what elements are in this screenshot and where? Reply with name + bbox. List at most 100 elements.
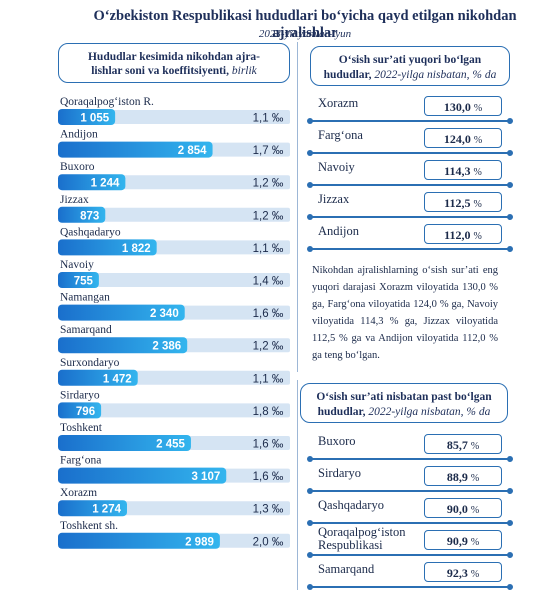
low-growth-row: Qoraqalpog‘iston Respublikasi 90,9 % [307, 526, 513, 558]
top-growth-value-box: 114,3 % [424, 160, 502, 180]
coefficient-label: 1,4 ‰ [253, 276, 284, 288]
category-label: Surxondaryo [60, 357, 120, 369]
bar [58, 467, 227, 484]
top-growth-header: O‘sish sur’ati yuqori bo‘lgan hududlar, … [310, 46, 510, 86]
low-growth-value: 85,7 [446, 438, 471, 452]
low-growth-row: Sirdaryo 88,9 % [307, 462, 513, 494]
low-growth-underline [307, 456, 513, 462]
bar-track [58, 273, 290, 287]
bar-track [58, 403, 290, 418]
top-growth-underline [307, 182, 513, 188]
bar-track [58, 207, 290, 222]
low-growth-value: 90,9 [446, 534, 471, 548]
top-header-unit: 2022-yilga nisbatan, % da [374, 69, 497, 81]
bar-track [58, 110, 290, 124]
category-label: Toshkent sh. [60, 520, 118, 532]
bar-value-label: 1 055 [80, 113, 109, 125]
bar-value-label: 1 274 [92, 504, 121, 516]
bar [58, 141, 213, 158]
coefficient-label: 1,6 ‰ [253, 471, 284, 483]
category-label: Andijon [60, 129, 98, 141]
bar-value-label: 2 989 [185, 536, 214, 548]
bar-value-label: 1 244 [91, 178, 120, 190]
low-growth-value: 88,9 [446, 470, 471, 484]
coefficient-label: 1,2 ‰ [253, 210, 284, 222]
top-growth-underline [307, 214, 513, 220]
coefficient-label: 1,6 ‰ [253, 439, 284, 451]
top-growth-value: 112,0 [444, 228, 474, 242]
category-label: Namangan [60, 292, 110, 304]
coefficient-label: 1,1 ‰ [253, 243, 284, 255]
low-growth-underline [307, 520, 513, 526]
bar [58, 109, 116, 125]
low-growth-header: O‘sish sur’ati nisbatan past bo‘lgan hud… [300, 383, 508, 423]
coefficient-label: 1,8 ‰ [253, 406, 284, 418]
low-growth-value: 92,3 [446, 566, 471, 580]
subtitle: 2023-yil yanvar-iyun [258, 28, 352, 40]
low-growth-region-name: Sirdaryo [318, 466, 362, 480]
top-growth-value-box: 130,0 % [424, 96, 502, 116]
category-label: Xorazm [60, 487, 97, 499]
low-header-unit: 2022-yilga nisbatan, % da [368, 406, 491, 418]
low-growth-value-box: 90,0 % [424, 498, 502, 518]
top-growth-value: 124,0 [443, 132, 474, 146]
bar [58, 369, 138, 386]
category-label: Toshkent [60, 422, 103, 434]
summary-paragraph: Nikohdan ajralishlarning o‘sish sur’ati … [312, 265, 498, 361]
coefficient-label: 1,1 ‰ [253, 113, 284, 125]
low-growth-region-name: Qashqadaryo [318, 498, 384, 512]
low-growth-value-box: 92,3 % [424, 562, 502, 582]
top-growth-row: Xorazm 130,0 % [307, 92, 513, 124]
bar-value-label: 2 455 [156, 439, 185, 451]
top-growth-row: Navoiy 114,3 % [307, 156, 513, 188]
left-header-unit: birlik [231, 65, 257, 77]
bar-value-label: 2 386 [152, 341, 181, 353]
coefficient-label: 2,0 ‰ [253, 536, 284, 548]
top-growth-percent-sign: % [473, 199, 482, 210]
top-growth-value-box: 112,0 % [424, 224, 502, 244]
low-growth-percent-sign: % [470, 473, 480, 484]
top-growth-value-box: 112,5 % [424, 192, 502, 212]
top-growth-value: 114,3 [444, 164, 474, 178]
left-header-line2-text: lishlar soni va koeffitsiyenti, [91, 65, 232, 77]
bar-value-label: 1 822 [122, 243, 151, 255]
coefficient-label: 1,1 ‰ [253, 373, 284, 385]
coefficient-label: 1,7 ‰ [253, 145, 284, 157]
left-header-line2: lishlar soni va koeffitsiyenti, birlik [59, 64, 289, 78]
category-label: Samarqand [60, 324, 112, 336]
bar [58, 239, 157, 256]
coefficient-label: 1,2 ‰ [253, 178, 284, 190]
top-growth-row: Farg‘ona 124,0 % [307, 124, 513, 156]
top-growth-percent-sign: % [473, 135, 483, 146]
top-growth-underline [307, 118, 513, 124]
low-header-line2: hududlar, 2022-yilga nisbatan, % da [301, 405, 507, 420]
top-growth-region-name: Jizzax [318, 192, 350, 206]
top-growth-row: Andijon 112,0 % [307, 220, 513, 252]
coefficient-label: 1,3 ‰ [253, 504, 284, 516]
low-growth-row: Samarqand 92,3 % [307, 558, 513, 590]
bar-value-label: 755 [74, 276, 94, 288]
top-growth-region-name: Xorazm [318, 96, 359, 110]
coefficient-label: 1,6 ‰ [253, 308, 284, 320]
category-label: Navoiy [60, 259, 94, 271]
top-growth-percent-sign: % [473, 103, 483, 114]
top-header-line2: hududlar, 2022-yilga nisbatan, % da [311, 68, 509, 83]
low-growth-value-box: 90,9 % [424, 530, 502, 550]
bar [58, 272, 99, 288]
top-growth-percent-sign: % [473, 231, 482, 242]
bar [58, 402, 102, 419]
category-label: Sirdaryo [60, 389, 100, 401]
category-label: Qashqadaryo [60, 226, 121, 238]
bar-value-label: 3 107 [191, 471, 220, 483]
top-growth-region-name: Navoiy [318, 160, 355, 174]
top-growth-percent-sign: % [473, 167, 482, 178]
low-growth-percent-sign: % [470, 441, 480, 452]
main-title: O‘zbekiston Respublikasi hududlari bo‘yi… [93, 8, 517, 41]
coefficient-label: 1,2 ‰ [253, 341, 284, 353]
top-growth-value: 130,0 [443, 100, 474, 114]
top-growth-region-name: Andijon [318, 224, 359, 238]
top-growth-underline [307, 246, 513, 252]
bar [58, 500, 127, 517]
low-growth-percent-sign: % [470, 505, 480, 516]
